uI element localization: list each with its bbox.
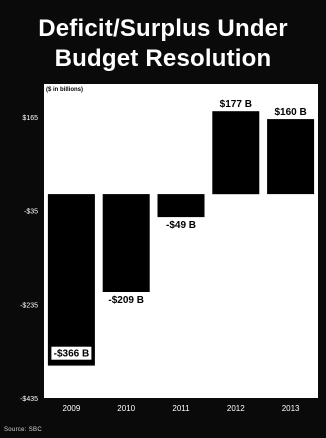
unit-label: ($ in billions) <box>46 87 83 93</box>
y-axis-ticks: $165 -$35 -$235 -$435 <box>20 115 38 403</box>
x-axis-categories: 2009 2010 2011 2012 2013 <box>63 404 301 413</box>
data-labels: -$366 B -$209 B -$49 B $177 B $160 B <box>51 99 307 360</box>
x-tick-2013: 2013 <box>282 404 300 413</box>
data-label-2011: -$49 B <box>166 220 196 231</box>
data-label-2010: -$209 B <box>108 295 144 306</box>
data-label-2012: $177 B <box>220 99 252 110</box>
bar-2009 <box>47 194 95 366</box>
x-tick-2010: 2010 <box>117 404 135 413</box>
bars <box>47 111 315 366</box>
x-tick-2012: 2012 <box>227 404 245 413</box>
chart-title-line-2: Budget Resolution <box>54 45 272 72</box>
y-tick-label: $165 <box>22 115 38 122</box>
chart-title-line-1: Deficit/Surplus Under <box>38 15 288 42</box>
y-tick-label: -$235 <box>20 302 38 309</box>
data-label-box-2009 <box>51 346 92 360</box>
bar-2011 <box>157 194 205 218</box>
source-note: Source: SBC <box>4 427 42 433</box>
data-label-2009: -$366 B <box>54 349 90 360</box>
bar-2010 <box>102 194 150 292</box>
x-tick-2011: 2011 <box>172 404 190 413</box>
bar-2013 <box>267 119 315 195</box>
data-label-2013: $160 B <box>274 107 306 118</box>
y-tick-label: -$435 <box>20 396 38 403</box>
bar-2012 <box>212 111 260 195</box>
y-tick-label: -$35 <box>24 209 38 216</box>
x-tick-2009: 2009 <box>63 404 81 413</box>
